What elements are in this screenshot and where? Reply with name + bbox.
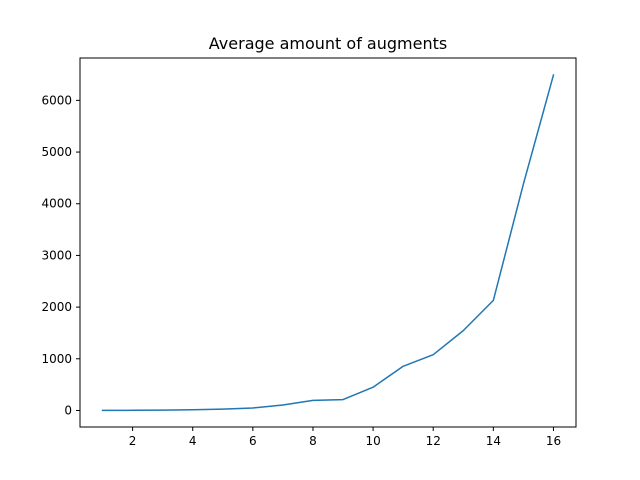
- x-tick-label: 16: [546, 434, 561, 448]
- x-tick-label: 12: [426, 434, 441, 448]
- x-tick-label: 8: [309, 434, 317, 448]
- chart-title: Average amount of augments: [209, 34, 447, 53]
- y-tick-label: 0: [64, 403, 72, 417]
- plot-frame: [79, 57, 577, 428]
- y-tick-label: 3000: [41, 248, 72, 262]
- x-tick-label: 6: [249, 434, 257, 448]
- x-axis-ticks: 2 4 6 8 10 12 14 16: [129, 427, 561, 448]
- y-tick-label: 6000: [41, 93, 72, 107]
- y-tick-label: 4000: [41, 197, 72, 211]
- x-tick-label: 14: [486, 434, 501, 448]
- x-tick-label: 10: [365, 434, 380, 448]
- y-tick-label: 1000: [41, 352, 72, 366]
- y-tick-label: 2000: [41, 300, 72, 314]
- x-tick-label: 4: [189, 434, 197, 448]
- x-tick-label: 2: [129, 434, 137, 448]
- plot-lines: [101, 74, 555, 412]
- y-tick-label: 5000: [41, 145, 72, 159]
- y-axis-ticks: 0 1000 2000 3000 4000 5000 6000: [41, 93, 80, 417]
- series-line: [101, 74, 555, 412]
